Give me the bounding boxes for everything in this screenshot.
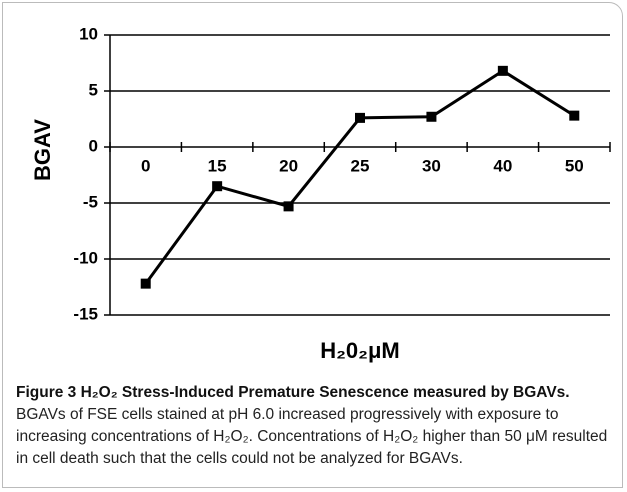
data-point bbox=[569, 110, 580, 121]
y-tick-label: 10 bbox=[79, 24, 98, 43]
caption-title: Figure 3 H₂O₂ Stress-Induced Premature S… bbox=[16, 384, 570, 401]
x-tick-label: 50 bbox=[565, 156, 584, 175]
x-tick-label: 40 bbox=[493, 156, 512, 175]
caption-text: BGAVs of FSE cells stained at pH 6.0 inc… bbox=[16, 406, 608, 467]
y-tick-label: -5 bbox=[83, 192, 98, 211]
chart: BGAV H₂0₂μM -15 -10 -5 0 5 10 0 15 20 25 30 40 50 bbox=[30, 24, 611, 363]
y-tick-label: 5 bbox=[89, 80, 98, 99]
x-axis-label: H₂0₂μM bbox=[320, 338, 399, 363]
data-point bbox=[283, 201, 294, 212]
x-tick-label: 30 bbox=[422, 156, 441, 175]
data-line bbox=[144, 69, 576, 285]
y-axis-label: BGAV bbox=[30, 119, 55, 181]
caption: Figure 3 H₂O₂ Stress-Induced Premature S… bbox=[16, 382, 616, 470]
x-tick-label: 15 bbox=[208, 156, 227, 175]
y-tick-label: -10 bbox=[73, 248, 98, 267]
data-point bbox=[212, 181, 223, 192]
x-tick-label: 20 bbox=[279, 156, 298, 175]
y-tick-label: -15 bbox=[73, 304, 98, 323]
data-point bbox=[426, 111, 437, 122]
data-point bbox=[497, 65, 508, 76]
data-point bbox=[140, 278, 151, 289]
figure-frame bbox=[2, 2, 623, 488]
x-tick-label: 0 bbox=[141, 156, 150, 175]
data-point bbox=[355, 112, 365, 123]
x-tick-label: 25 bbox=[351, 156, 370, 175]
y-tick-label: 0 bbox=[89, 136, 98, 155]
